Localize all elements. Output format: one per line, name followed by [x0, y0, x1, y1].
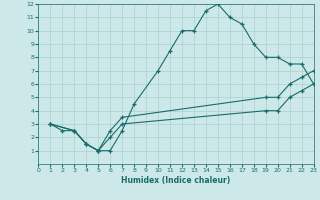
X-axis label: Humidex (Indice chaleur): Humidex (Indice chaleur): [121, 176, 231, 185]
